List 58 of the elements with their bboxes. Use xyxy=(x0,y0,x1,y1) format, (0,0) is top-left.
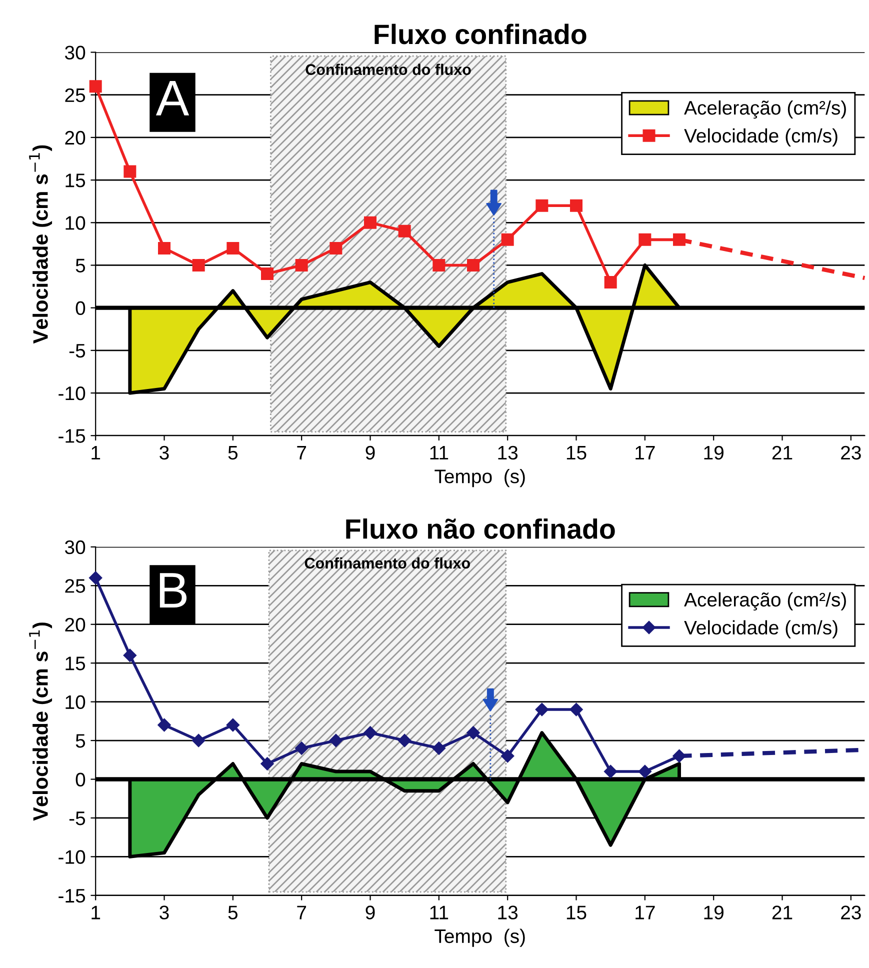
x-tick-label: 3 xyxy=(160,906,169,920)
annotation: A xyxy=(156,80,190,116)
x-axis-title: Tempo (s) xyxy=(434,928,525,947)
y-tick-label: 5 xyxy=(76,734,86,748)
y-tick-label: 20 xyxy=(65,618,86,632)
y-tick-label: 15 xyxy=(66,656,86,670)
x-tick-label: 11 xyxy=(430,906,448,920)
x-tick-label: 5 xyxy=(228,906,238,920)
y-tick-label: 5 xyxy=(76,258,86,272)
x-tick-label: 21 xyxy=(772,446,792,460)
x-tick-label: 15 xyxy=(566,446,586,460)
y-tick-label: 30 xyxy=(64,540,86,554)
x-tick-label: 1 xyxy=(92,446,100,460)
band-label: Confinamento do fluxo xyxy=(304,557,470,569)
y-tick-label: -10 xyxy=(58,386,86,400)
y-tick-label: 25 xyxy=(65,579,86,593)
x-tick-label: 1 xyxy=(92,906,100,920)
legend-label: Velocidade (cm/s) xyxy=(684,620,838,638)
y-tick-label: 10 xyxy=(66,216,86,230)
y-tick-label: 30 xyxy=(64,46,86,60)
y-tick-label: 10 xyxy=(66,695,86,710)
y-tick-label: 15 xyxy=(66,174,86,188)
chart-title: Fluxo não confinado xyxy=(346,518,615,539)
y-tick-label: 0 xyxy=(76,772,86,786)
x-axis-title: Tempo (s) xyxy=(434,469,525,488)
y-tick-label: -10 xyxy=(58,850,86,864)
legend-label: Velocidade (cm/s) xyxy=(684,128,838,146)
band-label: Confinamento do fluxo xyxy=(306,64,471,75)
x-tick-label: 23 xyxy=(841,906,861,920)
y-tick-label: -15 xyxy=(58,429,86,443)
legend-label: Aceleração (cm²/s) xyxy=(684,592,846,611)
legend-label: Aceleração (cm²/s) xyxy=(684,100,846,119)
x-tick-label: 17 xyxy=(636,446,655,460)
annotation: B xyxy=(160,573,187,608)
y-tick-label: -15 xyxy=(58,889,86,903)
x-tick-label: 9 xyxy=(366,446,375,460)
y-tick-label: -5 xyxy=(69,812,86,826)
y-tick-label: 0 xyxy=(76,301,86,316)
x-tick-label: 3 xyxy=(160,446,169,460)
y-axis-title: Velocidade (cm s$^{−1}$) xyxy=(29,622,52,821)
x-tick-label: 9 xyxy=(366,906,375,920)
x-tick-label: 7 xyxy=(297,446,306,460)
x-tick-label: 23 xyxy=(841,446,861,460)
x-tick-label: 5 xyxy=(228,446,238,460)
y-tick-label: 25 xyxy=(65,88,86,102)
x-tick-label: 19 xyxy=(704,906,724,920)
x-tick-label: 13 xyxy=(498,906,518,920)
x-tick-label: 21 xyxy=(772,906,792,920)
x-tick-label: 7 xyxy=(297,906,306,920)
x-tick-label: 11 xyxy=(430,446,448,460)
x-tick-label: 17 xyxy=(636,906,655,920)
y-tick-label: 20 xyxy=(65,130,86,145)
y-tick-label: -5 xyxy=(69,344,86,358)
x-tick-label: 13 xyxy=(498,446,518,460)
x-tick-label: 19 xyxy=(704,446,724,460)
y-axis-title: Velocidade (cm s$^{−1}$) xyxy=(29,145,52,344)
chart-title: Fluxo confinado xyxy=(374,24,586,44)
x-tick-label: 15 xyxy=(566,906,586,920)
